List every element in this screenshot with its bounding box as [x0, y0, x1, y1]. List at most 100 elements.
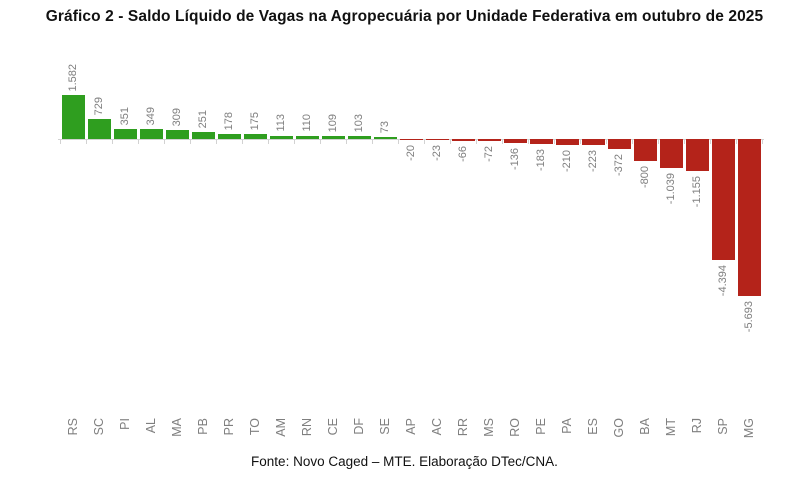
value-label-go: -372 — [613, 154, 625, 177]
category-column-ce: 109 CE — [320, 50, 346, 450]
axis-tick — [398, 139, 399, 144]
value-label-mt: -1.039 — [665, 172, 677, 204]
bar-ro — [503, 139, 527, 143]
x-axis-label-pr: PR — [221, 418, 236, 436]
category-column-es: -223 ES — [580, 50, 606, 450]
category-column-sp: -4.394 SP — [710, 50, 736, 450]
value-label-pe: -183 — [535, 149, 547, 172]
axis-tick — [710, 139, 711, 144]
axis-tick — [86, 139, 87, 144]
value-label-es: -223 — [587, 150, 599, 173]
bar-pb — [191, 132, 215, 139]
axis-tick — [554, 139, 555, 144]
axis-tick — [606, 139, 607, 144]
bar-ms — [477, 139, 501, 141]
bar-rj — [685, 139, 709, 171]
axis-tick — [450, 139, 451, 144]
axis-tick — [216, 139, 217, 144]
x-axis-label-ba: BA — [637, 418, 652, 435]
bar-al — [139, 129, 163, 139]
bar-se — [373, 137, 397, 139]
value-label-se: 73 — [379, 120, 391, 133]
category-column-pb: 251 PB — [190, 50, 216, 450]
bar-ma — [165, 130, 189, 139]
axis-tick — [658, 139, 659, 144]
category-column-se: 73 SE — [372, 50, 398, 450]
value-label-ro: -136 — [509, 147, 521, 170]
axis-tick — [476, 139, 477, 144]
value-label-to: 175 — [249, 111, 261, 131]
x-axis-label-mg: MG — [741, 418, 756, 439]
value-label-pa: -210 — [561, 149, 573, 172]
axis-tick — [736, 139, 737, 144]
axis-tick — [346, 139, 347, 144]
value-label-al: 349 — [145, 107, 157, 126]
x-axis-label-pi: PI — [117, 418, 132, 430]
value-label-ba: -800 — [639, 166, 651, 189]
x-axis-label-mt: MT — [663, 418, 678, 437]
value-label-mg: -5.693 — [743, 301, 755, 333]
category-column-ap: -20 AP — [398, 50, 424, 450]
axis-tick — [528, 139, 529, 144]
x-axis-label-rs: RS — [65, 418, 80, 436]
x-axis-label-rr: RR — [455, 418, 470, 437]
axis-tick — [164, 139, 165, 144]
axis-tick — [138, 139, 139, 144]
plot-area: 1.582 RS 729 SC 351 PI 349 AL 309 MA 251 PB 178 PR 175… — [58, 50, 764, 450]
axis-tick — [242, 139, 243, 144]
axis-tick — [580, 139, 581, 144]
category-column-sc: 729 SC — [86, 50, 112, 450]
category-column-ro: -136 RO — [502, 50, 528, 450]
category-column-mt: -1.039 MT — [658, 50, 684, 450]
x-axis-label-pa: PA — [559, 418, 574, 434]
bar-am — [269, 135, 293, 139]
value-label-sp: -4.394 — [717, 265, 729, 297]
category-column-am: 113 AM — [268, 50, 294, 450]
bar-pe — [529, 139, 553, 145]
category-column-mg: -5.693 MG — [736, 50, 762, 450]
bar-mt — [659, 139, 683, 168]
x-axis-label-to: TO — [247, 418, 262, 436]
category-column-pr: 178 PR — [216, 50, 242, 450]
value-label-pi: 351 — [119, 106, 131, 126]
value-label-sc: 729 — [93, 96, 105, 115]
x-axis-label-ce: CE — [325, 418, 340, 436]
x-axis-label-al: AL — [143, 418, 158, 434]
category-column-rj: -1.155 RJ — [684, 50, 710, 450]
chart-title: Gráfico 2 - Saldo Líquido de Vagas na Ag… — [45, 8, 764, 25]
x-axis-label-rn: RN — [299, 418, 314, 437]
category-column-ba: -800 BA — [632, 50, 658, 450]
value-label-ma: 309 — [171, 108, 183, 127]
bar-rr — [451, 139, 475, 141]
axis-tick — [294, 139, 295, 144]
bar-sp — [711, 139, 735, 261]
value-label-rn: 110 — [301, 114, 313, 132]
value-label-ce: 109 — [327, 113, 339, 132]
x-axis-label-es: ES — [585, 418, 600, 435]
bar-ba — [633, 139, 657, 162]
axis-tick — [60, 139, 61, 144]
category-column-ma: 309 MA — [164, 50, 190, 450]
bar-ce — [321, 136, 345, 139]
category-column-pi: 351 PI — [112, 50, 138, 450]
x-axis-label-ac: AC — [429, 418, 444, 436]
x-axis-label-am: AM — [273, 418, 288, 437]
category-column-al: 349 AL — [138, 50, 164, 450]
axis-tick — [268, 139, 269, 144]
category-column-pa: -210 PA — [554, 50, 580, 450]
axis-tick — [502, 139, 503, 144]
category-column-ac: -23 AC — [424, 50, 450, 450]
x-axis-label-ap: AP — [403, 418, 418, 435]
x-axis-label-df: DF — [351, 418, 366, 435]
x-axis-label-ms: MS — [481, 418, 496, 437]
source-note: Fonte: Novo Caged – MTE. Elaboração DTec… — [251, 454, 558, 469]
category-column-rs: 1.582 RS — [60, 50, 86, 450]
value-label-rj: -1.155 — [691, 175, 703, 208]
bar-go — [607, 139, 631, 150]
category-column-rn: 110 RN — [294, 50, 320, 450]
axis-tick — [190, 139, 191, 144]
bar-ap — [399, 139, 423, 140]
value-label-pb: 251 — [197, 109, 209, 129]
category-column-to: 175 TO — [242, 50, 268, 450]
